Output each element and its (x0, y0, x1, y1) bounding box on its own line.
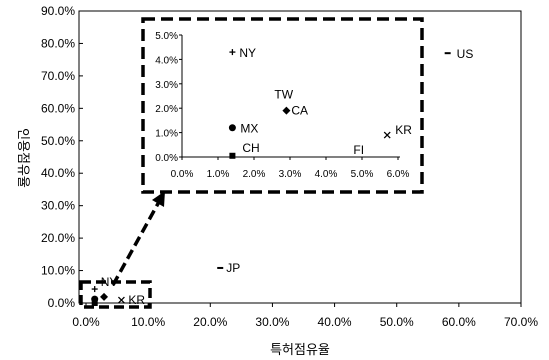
inset-x-tick-label: 4.0% (315, 169, 338, 180)
x-tick-label: 0.0% (72, 315, 100, 329)
main-plot-frame (78, 10, 522, 304)
inset-y-tick-label: 1.0% (155, 129, 178, 140)
inset-x-tick-label: 3.0% (279, 169, 302, 180)
inset-y-tick-label: 3.0% (155, 80, 178, 91)
main-point-ch (91, 300, 98, 306)
inset-point-label: FI (353, 143, 364, 157)
main-point-ny (91, 286, 98, 293)
inset-y-tick-label: 2.0% (155, 104, 178, 115)
main-point-label: KR (128, 293, 145, 307)
y-axis-title: 인용점유율 (15, 128, 30, 188)
y-tick-label: 20.0% (41, 231, 75, 245)
inset-x-tick-label: 0.0% (171, 169, 194, 180)
inset-point-ch (229, 152, 236, 159)
inset-point-label: TW (274, 88, 293, 102)
inset-x-tick-label: 1.0% (207, 169, 230, 180)
inset-point-mx (228, 124, 236, 132)
inset-point-ca (282, 106, 291, 115)
inset-y-tick-label: 4.0% (155, 55, 178, 66)
x-tick-label: 40.0% (318, 315, 352, 329)
inset-frame (141, 17, 424, 194)
y-tick-label: 0.0% (48, 296, 76, 310)
y-tick-label: 40.0% (41, 166, 75, 180)
inset-point-ny (229, 49, 236, 56)
inset-point-label: CH (242, 141, 259, 155)
y-tick-label: 60.0% (41, 101, 75, 115)
main-point-kr (117, 296, 125, 304)
x-tick-label: 20.0% (193, 315, 227, 329)
y-tick-label: 30.0% (41, 199, 75, 213)
inset-point-label: NY (239, 46, 256, 60)
main-point-label: US (457, 47, 474, 61)
main-point-ca (100, 292, 109, 301)
x-tick-label: 10.0% (131, 315, 165, 329)
inset-x-tick-label: 2.0% (243, 169, 266, 180)
zoom-arrow-head (152, 191, 165, 207)
x-tick-label: 70.0% (504, 315, 538, 329)
y-tick-label: 50.0% (41, 134, 75, 148)
zoom-arrow (111, 199, 162, 286)
inset-point-kr (383, 131, 391, 139)
y-tick-label: 10.0% (41, 264, 75, 278)
y-tick-label: 90.0% (41, 4, 75, 18)
inset-point-label: CA (291, 104, 308, 118)
x-axis-title: 특허점유율 (270, 343, 330, 358)
main-point-label: JP (226, 261, 240, 275)
inset-point-label: KR (395, 123, 412, 137)
inset-x-tick-label: 6.0% (387, 169, 410, 180)
y-tick-label: 70.0% (41, 69, 75, 83)
main-point-label: NY (101, 275, 118, 289)
inset-y-tick-label: 0.0% (155, 153, 178, 164)
inset-y-tick-label: 5.0% (155, 31, 178, 42)
x-tick-label: 50.0% (380, 315, 414, 329)
inset-x-tick-label: 5.0% (351, 169, 374, 180)
x-tick-label: 60.0% (442, 315, 476, 329)
x-tick-label: 30.0% (255, 315, 289, 329)
y-tick-label: 80.0% (41, 36, 75, 50)
inset-point-label: MX (240, 122, 258, 136)
